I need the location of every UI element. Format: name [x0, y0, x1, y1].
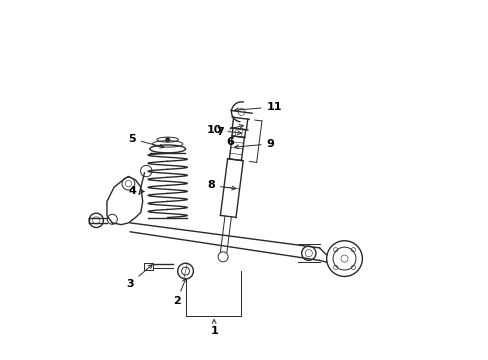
Text: 8: 8 [207, 180, 235, 190]
Text: 11: 11 [234, 102, 282, 112]
Text: 10: 10 [207, 125, 241, 135]
Text: 2: 2 [172, 278, 186, 306]
Text: 7: 7 [216, 125, 243, 136]
Text: 4: 4 [128, 186, 144, 196]
Text: 6: 6 [226, 137, 234, 147]
Text: 9: 9 [234, 139, 274, 149]
Circle shape [165, 138, 169, 141]
Text: 1: 1 [210, 320, 218, 337]
Text: 5: 5 [128, 134, 163, 148]
Text: 3: 3 [126, 265, 152, 289]
